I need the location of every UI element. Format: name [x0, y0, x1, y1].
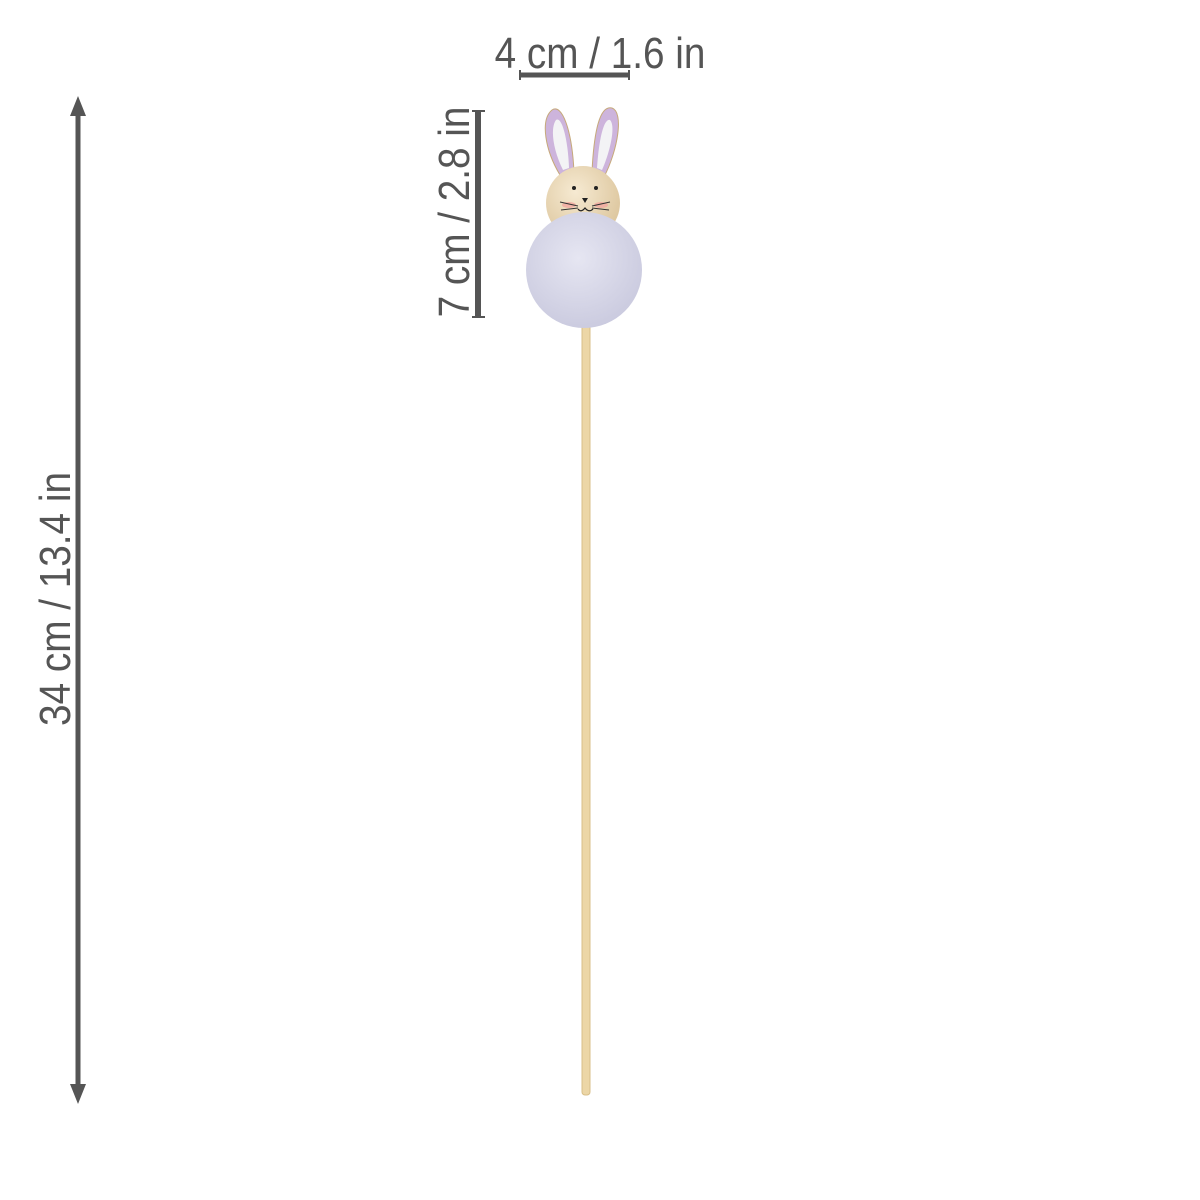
- total-height-arrow: [70, 96, 86, 1104]
- head-height-bar: [472, 110, 485, 318]
- bunny-ears: [544, 107, 619, 178]
- bunny-pick-photo: [526, 107, 642, 1096]
- width-label: 4 cm / 1.6 in: [495, 28, 706, 78]
- total-height-label: 34 cm / 13.4 in: [30, 472, 80, 726]
- bunny-face: [559, 186, 611, 212]
- bamboo-stick: [581, 299, 591, 1096]
- width-bar: [519, 70, 630, 80]
- head-height-label: 7 cm / 2.8 in: [429, 107, 479, 318]
- fluffy-pompom: [526, 212, 642, 328]
